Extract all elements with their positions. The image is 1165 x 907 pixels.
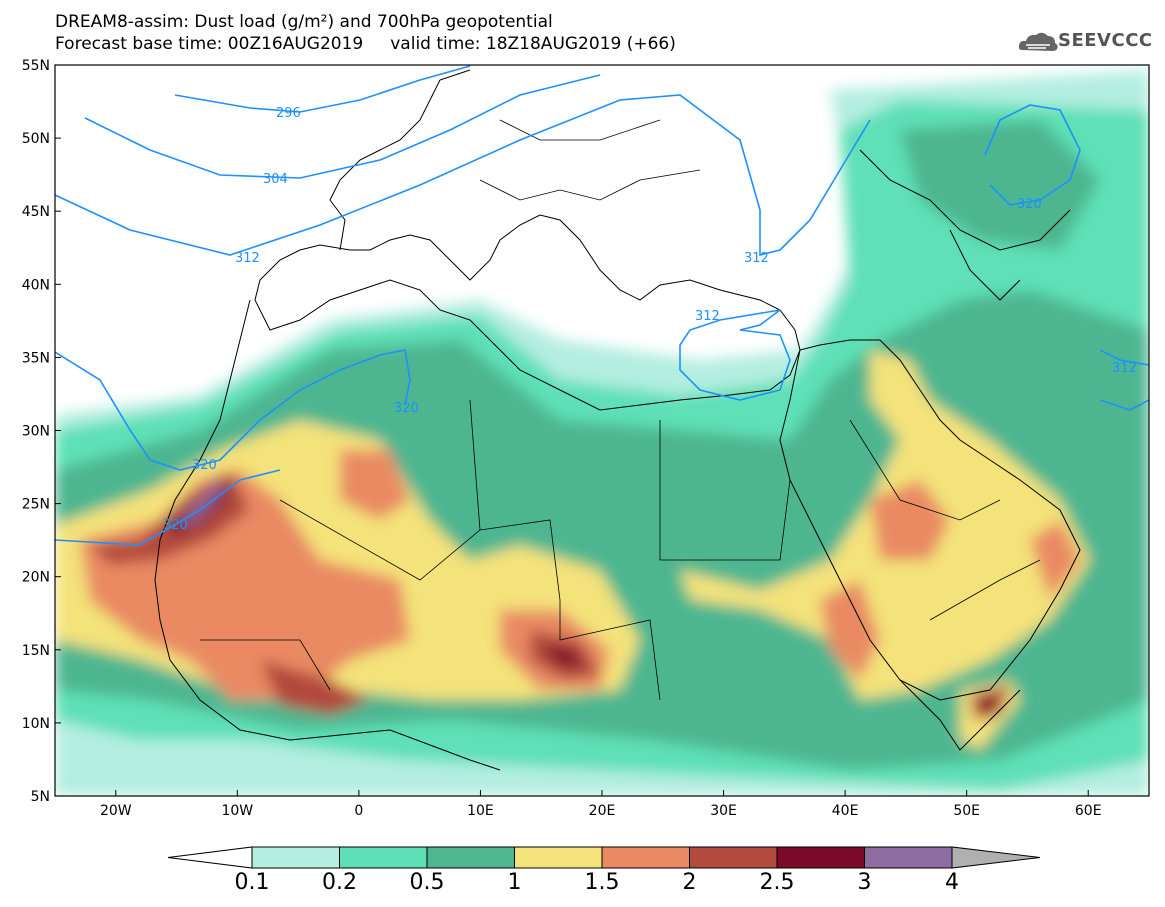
cloud-icon [1018,32,1058,51]
contour-label: 296 [276,106,301,121]
dust-field [55,70,1149,796]
colorbar-swatch [776,846,865,869]
colorbar-swatch [426,846,515,869]
lat-tick-label: 20N [22,570,50,586]
contour-label: 320 [163,518,188,533]
colorbar-label: 1 [507,870,522,895]
lon-tick-label: 0 [354,803,363,819]
contour-label: 312 [744,251,769,266]
colorbar-label: 1.5 [584,870,620,895]
colorbar-label: 0.1 [234,870,270,895]
contour-label: 312 [235,251,260,266]
lon-tick-label: 30E [710,803,737,819]
lat-tick-label: 15N [22,643,50,659]
colorbar-label: 0.5 [409,870,445,895]
colorbar-label: 0.2 [322,870,357,895]
lat-tick-label: 5N [31,789,50,805]
colorbar-swatch [339,846,428,869]
lat-tick-label: 50N [22,131,50,147]
colorbar-under-arrow [167,846,253,869]
lat-tick-label: 35N [22,350,50,366]
contour-label: 312 [1112,361,1137,376]
colorbar-swatch [864,846,953,869]
contour-labels: 296 304 312 320 312 320 320 320 312 312 [163,106,1137,533]
colorbar-over-arrow [951,846,1041,869]
contour-label: 312 [695,309,720,324]
lon-tick-label: 10W [221,803,253,819]
coastlines [154,69,1081,771]
contour-label: 304 [263,172,288,187]
colorbar-label: 4 [945,870,959,895]
lat-tick-label: 45N [22,204,50,220]
lon-tick-label: 10E [467,803,494,819]
axis-ticks: 20W 10W 0 10E 20E 30E 40E 50E 60E 55N 50N 45N 40N 35N… [22,58,1102,819]
lon-tick-label: 50E [953,803,980,819]
contour-label: 320 [394,401,419,416]
colorbar-label: 2 [682,870,697,895]
lat-tick-label: 40N [22,277,50,293]
lat-tick-label: 30N [22,424,50,440]
borders [200,119,1041,701]
colorbar-label: 3 [857,870,872,895]
colorbar-swatch [601,846,690,869]
lon-tick-label: 20E [589,803,616,819]
map-title: DREAM8-assim: Dust load (g/m²) and 700hP… [55,12,553,32]
lat-tick-label: 10N [22,716,50,732]
lon-tick-label: 20W [100,803,132,819]
colorbar-swatch [251,846,340,869]
geopotential-contours [55,65,1149,546]
contour-label: 320 [192,458,217,473]
colorbar-label: 2.5 [759,870,795,895]
lon-tick-label: 40E [832,803,859,819]
map-subtitle: Forecast base time: 00Z16AUG2019 valid t… [55,34,676,54]
colorbar-swatch [514,846,603,869]
lat-tick-label: 55N [22,58,50,74]
contour-label: 320 [1017,197,1042,212]
colorbar-swatch [689,846,778,869]
logo-text: SEEVCCC [1058,30,1153,51]
lat-tick-label: 25N [22,497,50,513]
lon-tick-label: 60E [1075,803,1102,819]
